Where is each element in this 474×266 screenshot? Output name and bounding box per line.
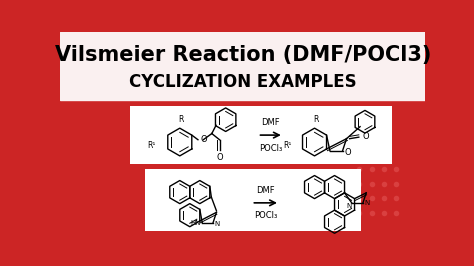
Text: DMF: DMF — [256, 186, 274, 195]
Text: N: N — [365, 200, 370, 206]
Bar — [145, 169, 361, 231]
Text: Vilsmeier Reaction (DMF/POCl3): Vilsmeier Reaction (DMF/POCl3) — [55, 45, 431, 65]
Text: O: O — [200, 135, 207, 144]
Text: CYCLIZATION EXAMPLES: CYCLIZATION EXAMPLES — [129, 73, 357, 91]
Bar — [61, 32, 425, 100]
Text: POCl₃: POCl₃ — [254, 211, 277, 220]
Text: R¹: R¹ — [283, 141, 292, 149]
Text: R: R — [313, 115, 319, 123]
Text: O: O — [363, 132, 369, 141]
Text: R¹: R¹ — [147, 141, 155, 149]
Text: O: O — [216, 153, 223, 162]
Text: N: N — [346, 202, 351, 209]
Text: DMF: DMF — [261, 118, 280, 127]
Text: R: R — [179, 115, 184, 123]
Text: N: N — [215, 221, 220, 227]
Text: HN: HN — [190, 221, 201, 226]
Text: POCl₃: POCl₃ — [259, 144, 283, 153]
Bar — [130, 106, 392, 164]
Text: O: O — [345, 148, 352, 157]
